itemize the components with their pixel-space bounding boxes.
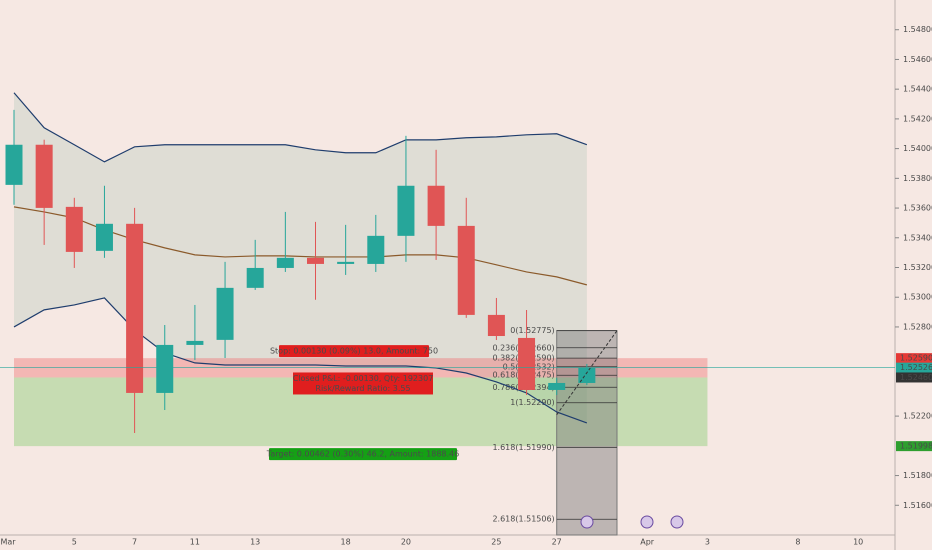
fib-label: 1(1.52290) bbox=[510, 398, 554, 407]
ratio-label: Risk/Reward Ratio: 3.55 bbox=[315, 384, 410, 393]
candle-body bbox=[276, 257, 294, 268]
band-upper bbox=[13, 92, 588, 163]
x-tick-label: 3 bbox=[705, 538, 710, 547]
x-tick-label: 10 bbox=[853, 538, 863, 547]
candle-body bbox=[186, 340, 204, 345]
y-tick-label: 1.54600 bbox=[903, 55, 932, 64]
x-tick-label: 7 bbox=[132, 538, 137, 547]
stop-label-box bbox=[279, 345, 429, 358]
y-tick-label: 1.53400 bbox=[903, 233, 932, 242]
band-lower bbox=[13, 297, 588, 424]
event-icon bbox=[640, 515, 654, 529]
pnl-box bbox=[293, 372, 433, 395]
price-label: 1.52590 bbox=[900, 354, 932, 363]
candle-body bbox=[307, 257, 324, 264]
y-tick-label: 1.52200 bbox=[903, 412, 932, 421]
fib-label: 0(1.52775) bbox=[510, 326, 554, 335]
plot: 0(1.52775)0.236(1.52660)0.382(1.52590)0.… bbox=[0, 25, 932, 547]
candle-body bbox=[397, 185, 415, 236]
y-tick-label: 1.52800 bbox=[903, 322, 932, 331]
x-tick-label: 8 bbox=[795, 538, 800, 547]
x-tick-label: Apr bbox=[640, 538, 655, 547]
y-tick-label: 1.53000 bbox=[903, 293, 932, 302]
x-tick-label: 18 bbox=[341, 538, 351, 547]
x-tick-label: 20 bbox=[401, 538, 411, 547]
fib-label: 1.618(1.51990) bbox=[492, 443, 554, 452]
y-tick-label: 1.54200 bbox=[903, 114, 932, 123]
y-tick-label: 1.51800 bbox=[903, 471, 932, 480]
candle-body bbox=[126, 223, 144, 393]
candle-body bbox=[95, 223, 113, 251]
price-label: 1.52460 bbox=[900, 373, 932, 382]
target-label-box bbox=[269, 448, 457, 461]
x-tick-label: 5 bbox=[72, 538, 77, 547]
candle-body bbox=[156, 344, 174, 393]
target-label: Target: 0.00462 (0.30%) 46.2, Amount: 18… bbox=[266, 450, 459, 459]
candle-body bbox=[427, 185, 445, 226]
band-fill bbox=[14, 92, 587, 423]
x-tick-label: 11 bbox=[190, 538, 200, 547]
price-label: 1.51998 bbox=[900, 442, 932, 451]
x-tick-label: Mar bbox=[0, 538, 16, 547]
price-label-box bbox=[896, 441, 932, 452]
candle-body bbox=[35, 144, 53, 208]
x-tick-label: 27 bbox=[552, 538, 562, 547]
y-tick-label: 1.53600 bbox=[903, 204, 932, 213]
candle-body bbox=[367, 235, 385, 264]
y-tick-label: 1.54800 bbox=[903, 25, 932, 34]
stop-label: Stop: 0.00130 (0.09%) 13.0, Amount: 750 bbox=[270, 347, 438, 356]
x-tick-label: 25 bbox=[491, 538, 501, 547]
price-label-box bbox=[896, 362, 932, 373]
pnl-label: Closed P&L: -0.00130, Qty: 192307 bbox=[293, 374, 434, 383]
y-tick-label: 1.54400 bbox=[903, 85, 932, 94]
fib-box bbox=[556, 330, 618, 536]
candle-body bbox=[487, 314, 505, 337]
candle-body bbox=[518, 337, 536, 390]
x-tick-label: 13 bbox=[250, 538, 260, 547]
event-icon bbox=[670, 515, 684, 529]
projection-line bbox=[556, 330, 618, 416]
candle-body bbox=[337, 261, 355, 264]
candle-body bbox=[65, 206, 83, 252]
price-label-box bbox=[896, 372, 932, 383]
y-tick-label: 1.53800 bbox=[903, 174, 932, 183]
y-tick-label: 1.53200 bbox=[903, 263, 932, 272]
price-label-box bbox=[896, 353, 932, 364]
candle-body bbox=[246, 267, 264, 288]
candle-body bbox=[216, 287, 234, 340]
y-tick-label: 1.54000 bbox=[903, 144, 932, 153]
candle-body bbox=[457, 225, 475, 315]
event-icon bbox=[580, 515, 594, 529]
candle-body bbox=[578, 367, 596, 383]
candle-body bbox=[548, 382, 566, 390]
y-tick-label: 1.51600 bbox=[903, 501, 932, 510]
price-label: 1.52526 bbox=[900, 363, 932, 372]
candle-body bbox=[5, 144, 23, 185]
fib-label: 2.618(1.51506) bbox=[492, 515, 554, 524]
